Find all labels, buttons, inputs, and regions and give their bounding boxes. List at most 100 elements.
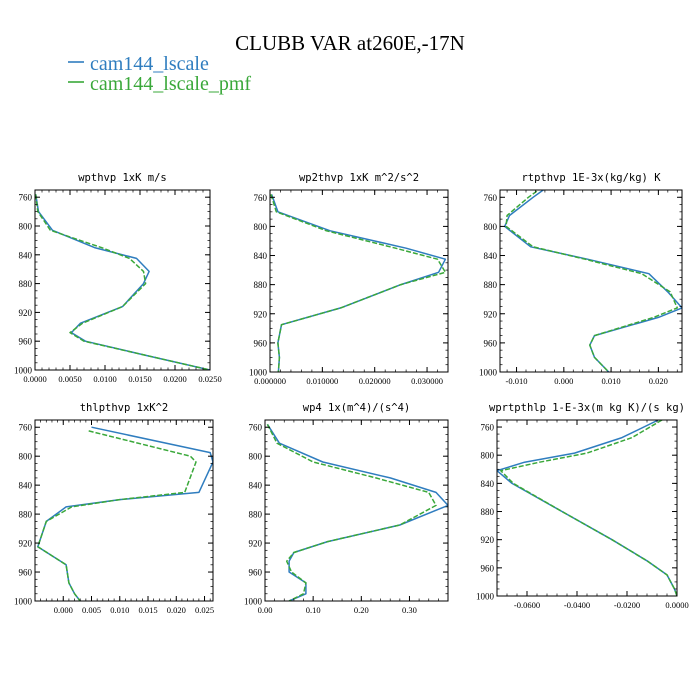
series-line-cam144-lscale <box>497 420 677 596</box>
x-tick-label: 0.020000 <box>359 376 391 386</box>
panel-1: wpthvp 1xK m/s76080084088092096010000.00… <box>14 172 222 384</box>
x-tick-label: 0.0050 <box>58 374 81 384</box>
y-tick-label: 800 <box>19 222 33 232</box>
panel-5: wp4 1x(m^4)/(s^4) 760 800 840 880 920 960 1000 0… <box>244 402 449 615</box>
y-tick-label: 800 <box>481 451 495 461</box>
x-tick-label: 0.010 <box>602 376 621 386</box>
y-tick-label: 760 <box>19 423 33 433</box>
y-tick-label: 880 <box>19 510 33 520</box>
x-tick-label: -0.0200 <box>614 600 640 610</box>
x-tick-label: 0.20 <box>354 605 369 615</box>
y-tick-label: 840 <box>249 481 263 491</box>
x-tick-label: 0.010000 <box>306 376 338 386</box>
y-tick-label: 840 <box>254 251 268 261</box>
x-tick-label: 0.30 <box>402 605 417 615</box>
y-tick-label: 760 <box>484 193 498 203</box>
x-tick-label: 0.0150 <box>128 374 151 384</box>
y-tick-label: 880 <box>19 279 33 289</box>
x-tick-label: 0.000000 <box>254 376 286 386</box>
panel-title: thlpthvp 1xK^2 <box>80 402 169 414</box>
legend-label-cam144-lscale: cam144_lscale <box>90 53 209 75</box>
y-tick-label: 800 <box>249 452 263 462</box>
x-tick-label: 0.000 <box>54 605 73 615</box>
y-tick-label: 880 <box>484 280 498 290</box>
y-tick-label: 920 <box>249 539 263 549</box>
y-tick-label: 760 <box>19 193 33 203</box>
y-tick-label: 880 <box>254 280 268 290</box>
y-tick-label: 840 <box>19 481 33 491</box>
y-tick-label: 800 <box>254 222 268 232</box>
panel-2: wp2thvp 1xK m^2/s^2 760 800 840 880 920 960 100… <box>249 172 449 386</box>
y-tick-label: 800 <box>484 222 498 232</box>
plot-frame <box>496 419 678 597</box>
y-tick-label: 960 <box>249 568 263 578</box>
panel-title: wp2thvp 1xK m^2/s^2 <box>299 172 419 184</box>
figure-title: CLUBB VAR at260E,-17N <box>235 31 465 55</box>
x-tick-label: 0.005 <box>82 605 101 615</box>
y-tick-label: 1000 <box>244 597 263 607</box>
x-tick-label: -0.0600 <box>514 600 540 610</box>
plot-frame <box>34 419 214 602</box>
panel-title: wprtpthlp 1-E-3x(m kg K)/(s kg) <box>489 402 685 414</box>
series-line-cam144-lscale-pmf <box>35 194 210 370</box>
y-tick-label: 840 <box>19 250 33 260</box>
legend-label-cam144-lscale-pmf: cam144_lscale_pmf <box>90 73 251 95</box>
series-line-cam144-lscale-pmf <box>37 430 197 601</box>
series-line-cam144-lscale-pmf <box>270 194 447 372</box>
y-tick-label: 1000 <box>14 597 33 607</box>
panel-6: wprtpthlp 1-E-3x(m kg K)/(s kg) 760 800 840… <box>476 402 689 610</box>
x-tick-label: -0.0400 <box>564 600 590 610</box>
x-tick-label: 0.015 <box>138 605 157 615</box>
x-tick-label: 0.0250 <box>198 374 221 384</box>
panel-4: thlpthvp 1xK^2 760 800 840 880 920 960 1000 0.00… <box>14 402 214 615</box>
y-tick-label: 920 <box>481 535 495 545</box>
y-tick-label: 960 <box>19 337 33 347</box>
y-tick-label: 920 <box>484 309 498 319</box>
x-tick-label: 0.10 <box>306 605 321 615</box>
x-tick-label: 0.0000 <box>665 600 688 610</box>
panel-title: rtpthvp 1E-3x(kg/kg) K <box>521 172 661 184</box>
y-tick-label: 920 <box>254 309 268 319</box>
y-tick-label: 920 <box>19 308 33 318</box>
series-line-cam144-lscale <box>37 426 213 601</box>
panel-title: wp4 1x(m^4)/(s^4) <box>303 402 410 414</box>
y-tick-label: 1000 <box>249 368 268 378</box>
x-tick-label: 0.020 <box>167 605 186 615</box>
x-tick-label: 0.020 <box>649 376 668 386</box>
panel-3: rtpthvp 1E-3x(kg/kg) K 760 800 840 880 920 960… <box>479 172 683 386</box>
plot-frame <box>499 189 683 373</box>
y-tick-label: 1000 <box>476 592 495 602</box>
series-line-cam144-lscale <box>270 194 447 372</box>
x-tick-label: 0.010 <box>110 605 129 615</box>
y-tick-label: 880 <box>249 510 263 520</box>
x-tick-label: -0.010 <box>506 376 528 386</box>
y-tick-label: 760 <box>254 193 268 203</box>
figure-legend: cam144_lscale cam144_lscale_pmf <box>68 53 251 95</box>
y-tick-label: 920 <box>19 539 33 549</box>
y-tick-label: 960 <box>19 568 33 578</box>
y-tick-label: 840 <box>484 251 498 261</box>
x-tick-label: 0.030000 <box>411 376 443 386</box>
series-line-cam144-lscale <box>503 190 682 372</box>
series-line-cam144-lscale-pmf <box>266 423 437 601</box>
plot-frame <box>269 189 449 373</box>
y-tick-label: 1000 <box>479 368 498 378</box>
series-line-cam144-lscale-pmf <box>500 420 677 596</box>
x-tick-label: 0.0100 <box>93 374 116 384</box>
y-tick-label: 960 <box>481 563 495 573</box>
x-tick-label: 0.0000 <box>23 374 46 384</box>
y-tick-label: 760 <box>481 423 495 433</box>
x-tick-label: 0.0200 <box>163 374 186 384</box>
y-tick-label: 800 <box>19 452 33 462</box>
plot-frame <box>264 419 449 602</box>
plot-frame <box>34 189 211 371</box>
y-tick-label: 880 <box>481 507 495 517</box>
y-tick-label: 960 <box>254 338 268 348</box>
panel-grid: wpthvp 1xK m/s76080084088092096010000.00… <box>14 172 689 615</box>
y-tick-label: 760 <box>249 423 263 433</box>
series-line-cam144-lscale <box>35 194 210 370</box>
x-tick-label: 0.025 <box>195 605 214 615</box>
y-tick-label: 960 <box>484 338 498 348</box>
panel-title: wpthvp 1xK m/s <box>78 172 167 184</box>
